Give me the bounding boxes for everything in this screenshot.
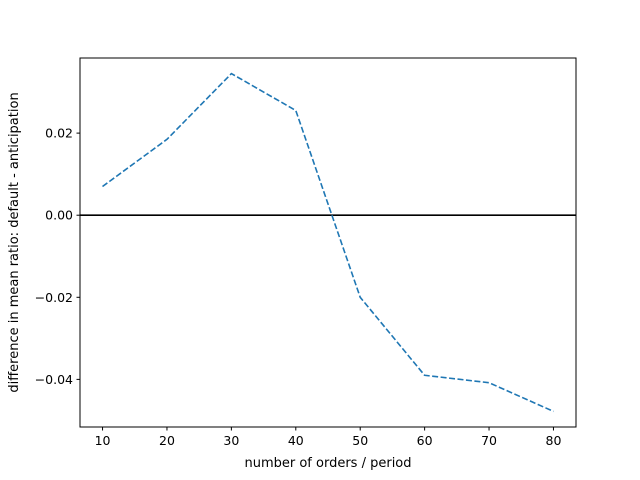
- y-axis-ticks: −0.04 −0.02 0.00 0.02: [35, 126, 80, 387]
- x-tick-label: 40: [288, 433, 304, 448]
- y-axis-label: difference in mean ratio: default - anti…: [7, 92, 22, 392]
- x-tick-label: 80: [546, 433, 562, 448]
- x-tick-label: 70: [481, 433, 497, 448]
- plot-background: [80, 58, 576, 427]
- x-tick-label: 10: [95, 433, 111, 448]
- x-axis-ticks: 10 20 30 40 50 60 70 80: [95, 427, 562, 448]
- x-tick-label: 50: [352, 433, 368, 448]
- x-axis-label: number of orders / period: [244, 456, 411, 471]
- plot-frame: [79, 57, 577, 428]
- series-layer: [102, 72, 554, 413]
- x-tick-label: 60: [417, 433, 433, 448]
- y-tick-label: 0.02: [45, 126, 73, 141]
- y-tick-label: 0.00: [45, 208, 73, 223]
- series-line: [102, 72, 554, 413]
- x-tick-label: 30: [223, 433, 239, 448]
- y-tick-label: −0.04: [35, 372, 73, 387]
- x-tick-label: 20: [159, 433, 175, 448]
- y-tick-label: −0.02: [35, 290, 73, 305]
